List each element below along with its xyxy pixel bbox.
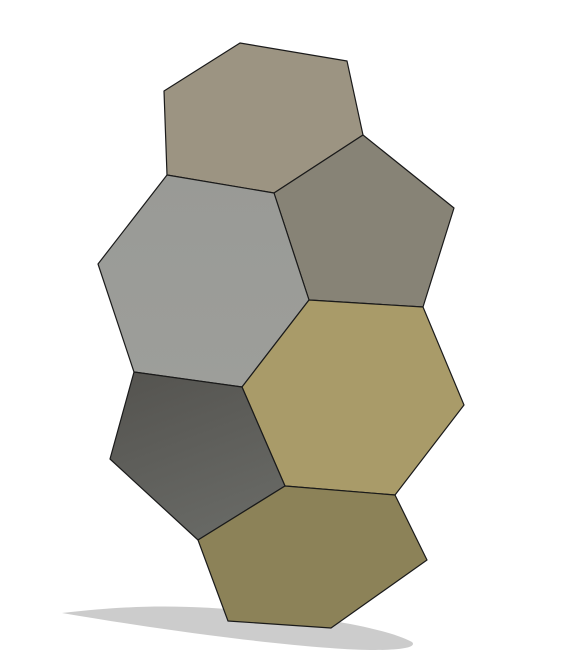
ground-shadow [62,606,414,650]
bottom-hexagon-tile [197,485,428,629]
lower-left-pentagon-tile [109,371,286,541]
